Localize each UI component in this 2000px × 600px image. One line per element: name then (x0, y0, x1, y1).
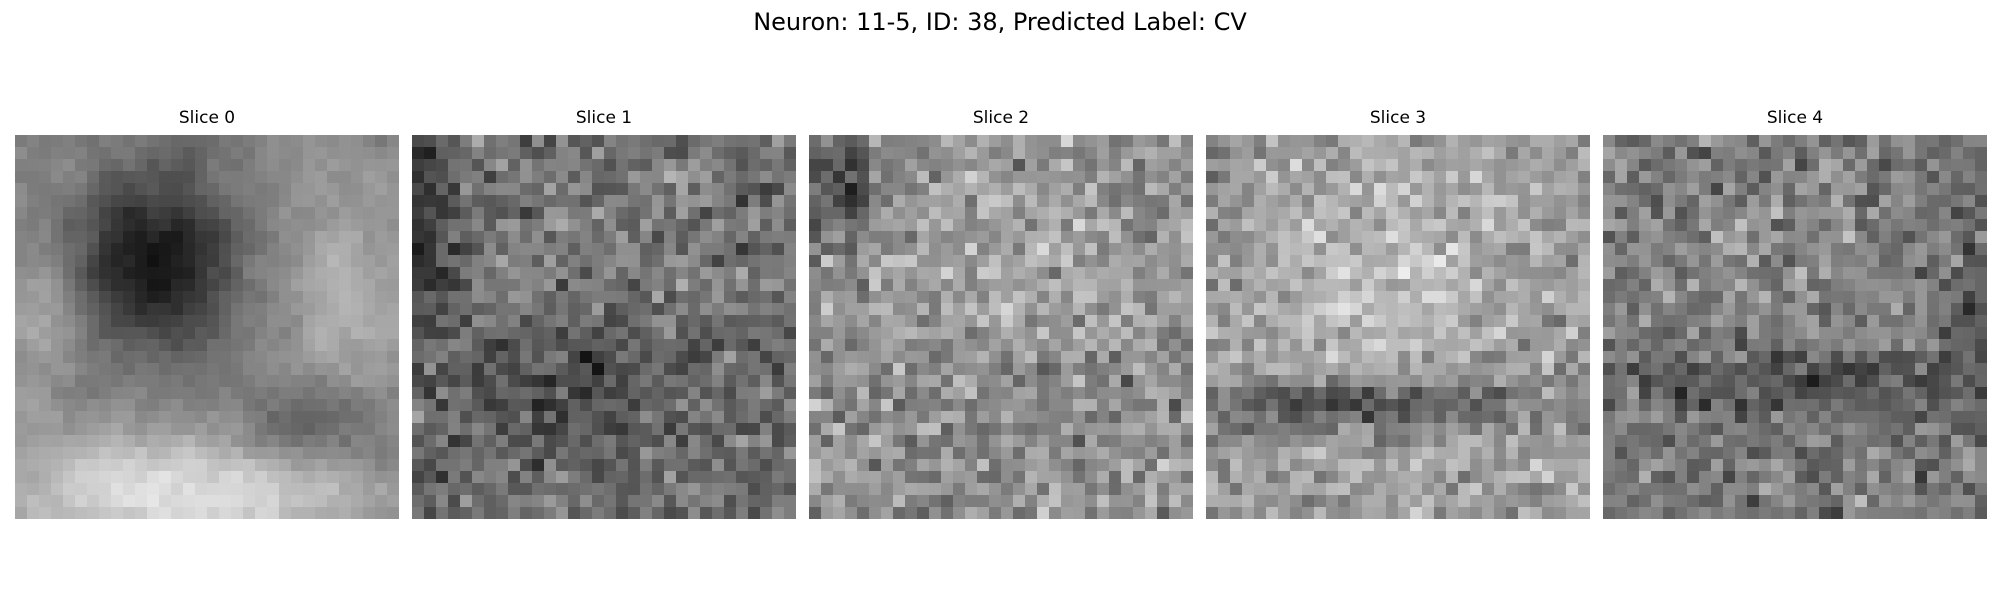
figure-title: Neuron: 11-5, ID: 38, Predicted Label: C… (753, 8, 1247, 36)
slice-title: Slice 1 (575, 108, 633, 128)
slice-panel-4: Slice 4 (1603, 106, 1987, 519)
slice-image (412, 135, 796, 519)
slice-image (1603, 135, 1987, 519)
slice-panel-0: Slice 0 (15, 106, 399, 519)
slice-image (15, 135, 399, 519)
slice-image (809, 135, 1193, 519)
slice-title: Slice 0 (178, 108, 236, 128)
slice-title: Slice 3 (1369, 108, 1427, 128)
slice-panel-2: Slice 2 (809, 106, 1193, 519)
slice-image (1206, 135, 1590, 519)
slice-title: Slice 4 (1766, 108, 1824, 128)
slice-title: Slice 2 (972, 108, 1030, 128)
slice-panel-3: Slice 3 (1206, 106, 1590, 519)
slice-panel-1: Slice 1 (412, 106, 796, 519)
